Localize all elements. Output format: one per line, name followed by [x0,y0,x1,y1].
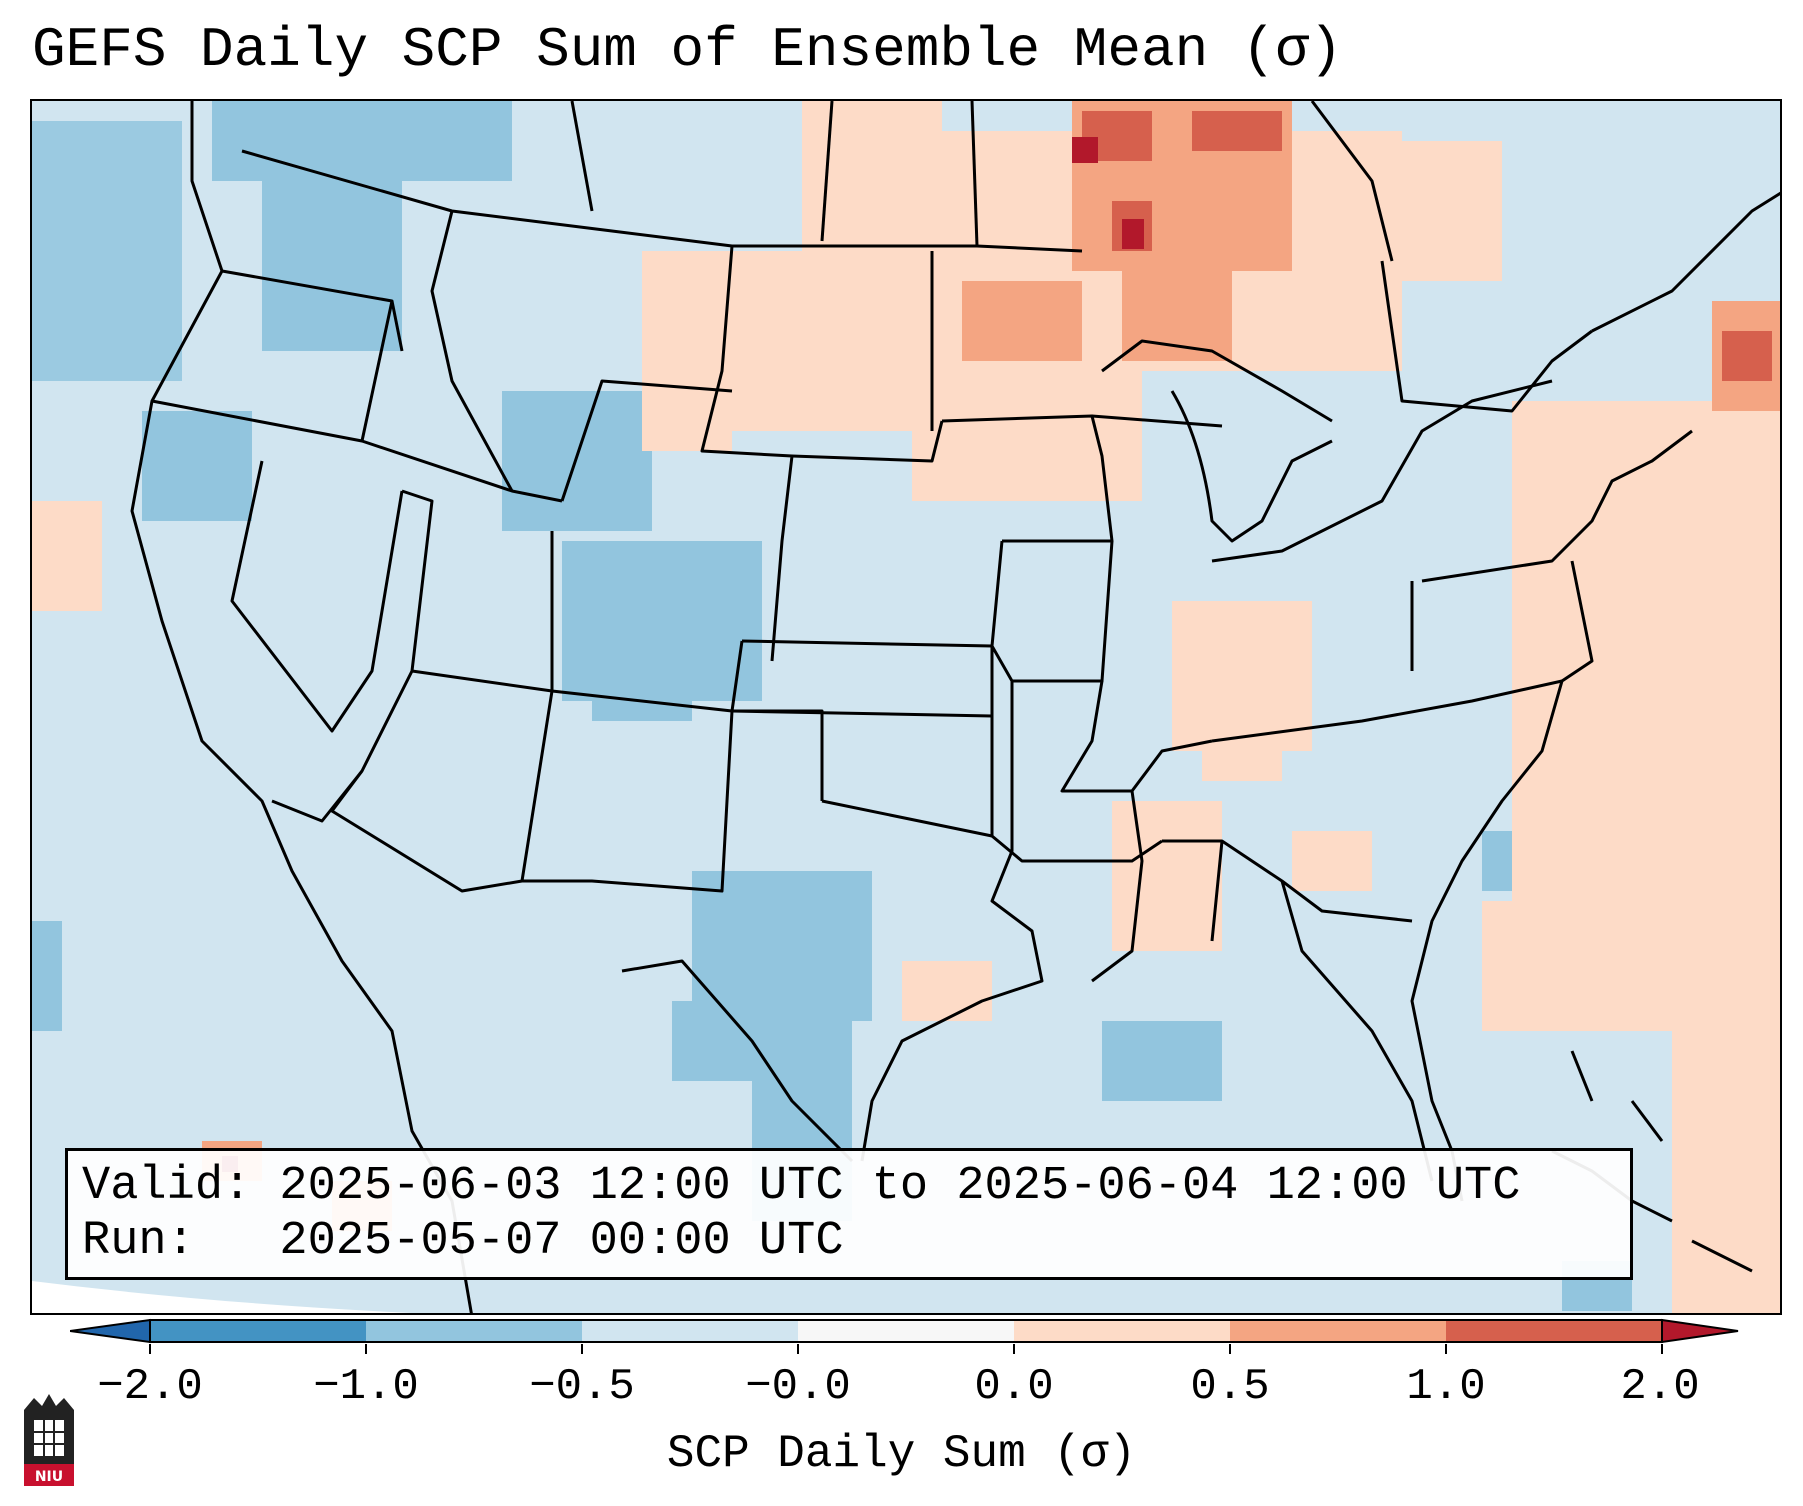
colorbar-tick-label: −0.5 [529,1362,635,1412]
colorbar-seg-4 [798,1320,1014,1342]
colorbar-label: SCP Daily Sum (σ) [666,1428,1137,1480]
colorbar-tick-label: 2.0 [1620,1362,1700,1412]
colorbar-tick-label: 1.0 [1406,1362,1486,1412]
colorbar-tick-label: 0.5 [1190,1362,1270,1412]
valid-time-text: Valid: 2025-06-03 12:00 UTC to 2025-06-0… [82,1160,1521,1213]
colorbar-tick-mark [1445,1344,1447,1354]
colorbar [70,1318,1739,1344]
logo-text: NIU [35,1469,63,1485]
colorbar-seg-2 [366,1320,582,1342]
colorbar-tick-label: −1.0 [313,1362,419,1412]
colorbar-tick-mark [1661,1344,1663,1354]
colorbar-seg-1 [150,1320,366,1342]
colorbar-extend-high [1661,1318,1739,1344]
projection-edge [32,1281,412,1313]
colorbar-tick-mark [581,1344,583,1354]
valid-run-info-box: Valid: 2025-06-03 12:00 UTC to 2025-06-0… [65,1148,1633,1280]
colorbar-tick-mark [149,1344,151,1354]
map-panel[interactable] [30,99,1782,1315]
colorbar-tick-label: −0.0 [745,1362,851,1412]
state-and-coast-boundaries [130,101,1780,1313]
colorbar-extend-low [70,1318,151,1344]
niu-logo-icon: NIU [24,1394,74,1486]
colorbar-tick-label: 0.0 [974,1362,1054,1412]
colorbar-seg-3 [582,1320,798,1342]
colorbar-seg-6 [1230,1320,1446,1342]
colorbar-tick-mark [797,1344,799,1354]
colorbar-tick-mark [1013,1344,1015,1354]
colorbar-seg-5 [1014,1320,1230,1342]
run-time-text: Run: 2025-05-07 00:00 UTC [82,1215,844,1268]
colorbar-seg-7 [1446,1320,1662,1342]
colorbar-tick-mark [1229,1344,1231,1354]
colorbar-tick-mark [365,1344,367,1354]
colorbar-tick-label: −2.0 [97,1362,203,1412]
map-title: GEFS Daily SCP Sum of Ensemble Mean (σ) [32,18,1343,82]
